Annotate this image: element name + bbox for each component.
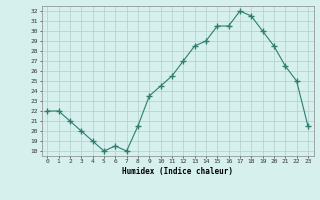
X-axis label: Humidex (Indice chaleur): Humidex (Indice chaleur) (122, 167, 233, 176)
